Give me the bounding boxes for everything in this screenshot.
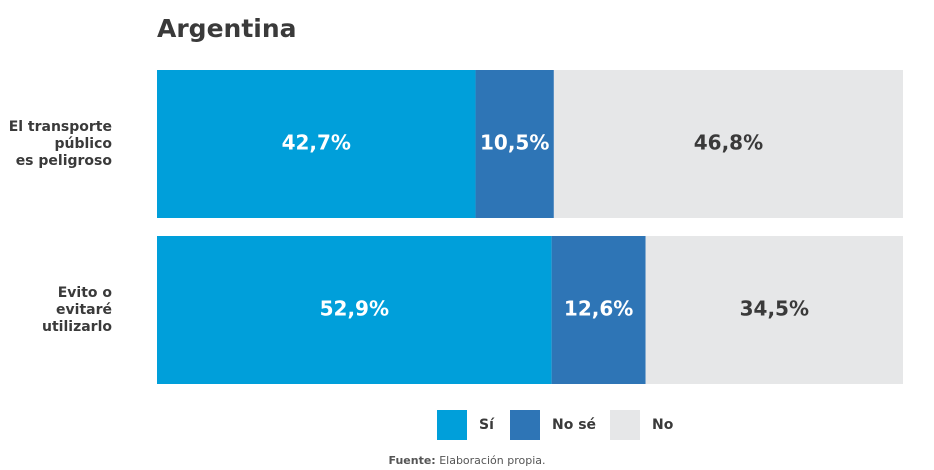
- category-label: El transporte público es peligroso: [8, 118, 112, 169]
- bar-segment: [645, 236, 903, 384]
- legend-swatch: [610, 410, 640, 440]
- value-label: 10,5%: [480, 131, 549, 155]
- legend-label: Sí: [479, 417, 495, 433]
- value-label: 46,8%: [694, 131, 763, 155]
- value-label: 42,7%: [282, 131, 351, 155]
- bar-segment: [551, 236, 646, 384]
- category-label: Evito o evitaré utilizarlo: [42, 284, 112, 335]
- source: Fuente: Elaboración propia.: [388, 454, 545, 467]
- legend-label: No sé: [552, 417, 596, 433]
- source-label: Fuente:: [388, 454, 435, 467]
- source-text: Elaboración propia.: [439, 454, 545, 467]
- bar-segment: [157, 70, 476, 218]
- bar-segment: [475, 70, 554, 218]
- legend-label: No: [652, 417, 674, 433]
- legend-swatch: [510, 410, 540, 440]
- chart-title: Argentina: [157, 14, 297, 43]
- bar-segment: [553, 70, 903, 218]
- legend-swatch: [437, 410, 467, 440]
- value-label: 12,6%: [564, 297, 633, 321]
- value-label: 34,5%: [740, 297, 809, 321]
- bar-segment: [157, 236, 552, 384]
- value-label: 52,9%: [320, 297, 389, 321]
